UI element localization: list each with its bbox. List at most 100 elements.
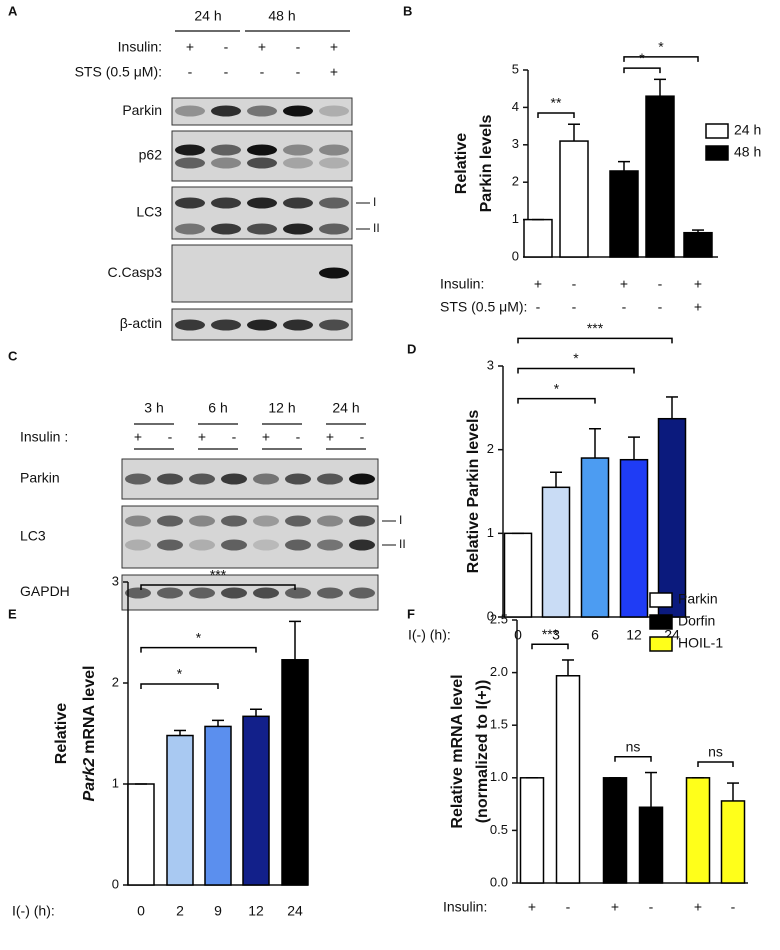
x-tick-label: 3: [552, 627, 560, 643]
bar: [559, 140, 589, 258]
bar: [685, 777, 711, 884]
condition-sign: +: [330, 64, 338, 80]
panel-letter: F: [407, 606, 415, 621]
x-row-sign: +: [620, 276, 628, 292]
bar: [720, 800, 746, 884]
significance-bracket: [140, 683, 219, 690]
condition-sign: -: [232, 429, 237, 445]
blot-band: [253, 587, 279, 599]
blot-band: [349, 473, 375, 485]
blot-band: [285, 539, 311, 551]
bar: [619, 458, 649, 618]
blot-header: 24 h: [194, 8, 221, 24]
blot-band: [125, 515, 151, 527]
y-tick-label: 4: [512, 99, 519, 114]
error-bar: [568, 123, 580, 142]
x-row-label: Insulin:: [440, 276, 484, 292]
blot-band: [317, 539, 343, 551]
x-row-sign: +: [611, 899, 619, 915]
condition-sign: -: [224, 64, 229, 80]
blot-band: [283, 105, 313, 117]
blot-header: 6 h: [208, 400, 227, 416]
blot-band: [211, 105, 241, 117]
blot-band: [283, 197, 313, 209]
blot-band: [317, 515, 343, 527]
error-bar: [212, 719, 224, 727]
error-bar: [550, 471, 562, 488]
blot-band: [175, 197, 205, 209]
condition-sign: -: [296, 39, 301, 55]
y-tick-label: 2: [512, 174, 519, 189]
condition-sign: -: [360, 429, 365, 445]
blot-band: [211, 197, 241, 209]
y-axis-label: Relative Parkin levels: [465, 410, 482, 574]
blot-band: [125, 587, 151, 599]
condition-sign: +: [134, 429, 142, 445]
error-bar: [645, 771, 657, 808]
bar: [638, 806, 664, 884]
y-axis-label-part: Park2: [81, 758, 98, 802]
blot-band: [349, 515, 375, 527]
y-tick-label: 1: [512, 211, 519, 226]
significance-label: *: [658, 39, 664, 55]
blot-band: [221, 515, 247, 527]
blot-band: [247, 105, 277, 117]
y-tick-label: 0: [512, 248, 519, 263]
error-bar: [692, 229, 704, 233]
blot-band: [189, 539, 215, 551]
blot-band: [211, 157, 241, 169]
condition-label: Insulin:: [118, 39, 162, 55]
y-tick-label: 3: [112, 573, 119, 588]
blot-header: 48 h: [268, 8, 295, 24]
blot-band: [319, 144, 349, 156]
significance-bracket: [517, 367, 635, 374]
significance-bracket: [537, 112, 575, 119]
blot-band: [283, 157, 313, 169]
bar: [541, 486, 571, 618]
condition-sign: +: [330, 39, 338, 55]
y-tick-label: 5: [512, 61, 519, 76]
x-row-sign: +: [534, 276, 542, 292]
condition-sign: +: [186, 39, 194, 55]
significance-bracket: [517, 337, 673, 344]
error-bar: [562, 659, 574, 676]
y-tick-label: 3: [487, 357, 494, 372]
blot-strip: [121, 505, 379, 569]
blot-band: [285, 473, 311, 485]
error-bar: [618, 160, 630, 171]
bar: [657, 417, 687, 618]
error-bar: [727, 782, 739, 801]
condition-sign: +: [258, 39, 266, 55]
significance-bracket: [517, 397, 596, 404]
panel-letter: C: [8, 348, 18, 363]
x-axis-label: I(-) (h):: [408, 627, 451, 643]
legend-label: Dorfin: [678, 613, 715, 629]
x-row-sign: -: [572, 276, 577, 292]
x-row-label: STS (0.5 μM):: [440, 299, 527, 315]
blot-band: [253, 539, 279, 551]
significance-label: *: [639, 50, 645, 66]
bar: [602, 777, 628, 884]
band-label: Parkin: [20, 470, 60, 486]
significance-bracket: [623, 56, 699, 62]
blot-band: [125, 539, 151, 551]
blot-header: 24 h: [332, 400, 359, 416]
blot-band: [157, 587, 183, 599]
bar: [127, 783, 155, 886]
legend-label: Parkin: [678, 591, 718, 607]
condition-sign: -: [168, 429, 173, 445]
blot-band: [157, 473, 183, 485]
blot-band: [319, 157, 349, 169]
band-label: β-actin: [120, 315, 162, 331]
condition-sign: -: [224, 39, 229, 55]
blot-header: 3 h: [144, 400, 163, 416]
significance-bracket: [140, 584, 296, 591]
bar: [166, 734, 194, 886]
legend-swatch: [649, 614, 673, 630]
panel-letter: E: [8, 606, 17, 621]
x-row-sign: -: [566, 899, 571, 915]
x-tick-label: 0: [137, 903, 145, 919]
panel-letter: A: [8, 3, 18, 18]
marker-label: I: [399, 513, 402, 527]
blot-band: [285, 587, 311, 599]
